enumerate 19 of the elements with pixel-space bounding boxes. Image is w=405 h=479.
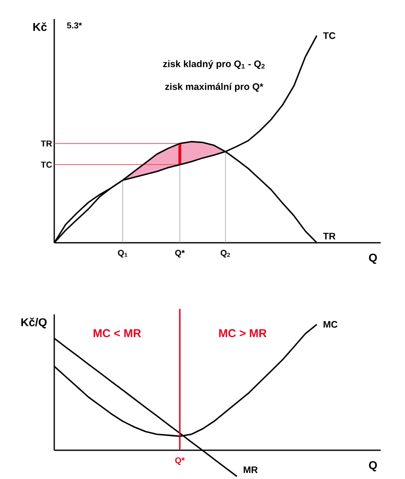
y-axis-title: Kč/Q — [22, 318, 47, 328]
annotation: zisk maximální pro Q* — [165, 82, 264, 92]
x-axis-title: Q — [369, 254, 378, 264]
series-label: MR — [244, 466, 258, 474]
x-tick-label: Q$_{2}$ — [220, 250, 230, 258]
y-axis-title: Kč — [34, 22, 48, 31]
x-tick-label: Q$_{1}$ — [118, 250, 128, 258]
text: 5.3* — [67, 22, 82, 28]
annotation: MC < MR — [94, 329, 142, 338]
annotation: MC > MR — [219, 329, 267, 338]
ref-line-label: TC — [41, 162, 52, 168]
annotation: Q* — [175, 457, 186, 465]
x-axis-title: Q — [369, 461, 378, 472]
ref-line-label: TR — [41, 140, 52, 146]
x-tick-label: Q* — [175, 250, 186, 258]
series-label: TR — [323, 232, 336, 240]
annotation: zisk kladný pro Q$_{1}$ - Q$_{2}$ — [163, 60, 265, 70]
series-label: MC — [324, 321, 338, 328]
series-label: TC — [323, 32, 336, 39]
